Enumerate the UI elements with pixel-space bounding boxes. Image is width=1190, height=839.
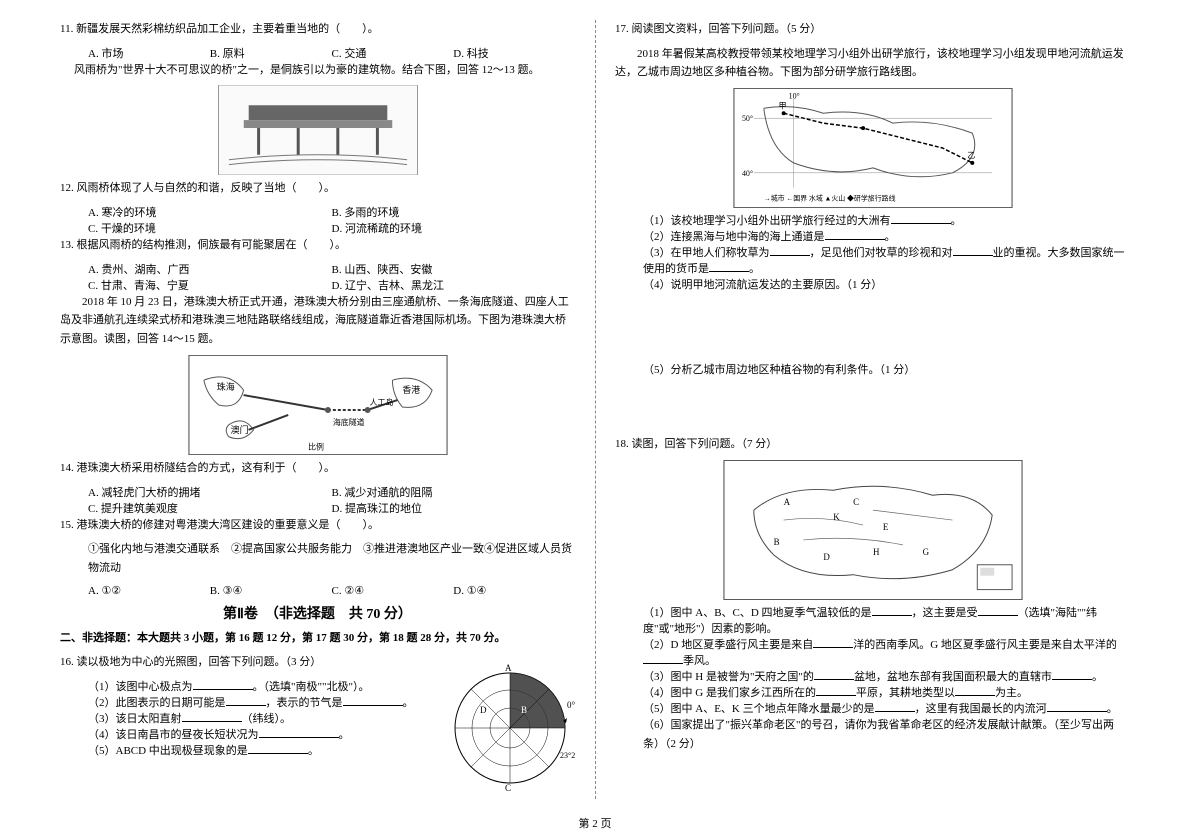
svg-text:海底隧道: 海底隧道 (332, 417, 364, 427)
svg-text:10°: 10° (788, 91, 799, 100)
europe-map: 50° 40° 10° 甲 乙 →城市 ←国界 水域 ▲火山 ◆研学旅行路线 (733, 88, 1013, 208)
q13-options: A. 贵州、湖南、广西 B. 山西、陕西、安徽 C. 甘肃、青海、宁夏 D. 辽… (88, 261, 575, 293)
q17-sub1: （1）该校地理学习小组外出研学旅行经过的大洲有。 (643, 212, 1130, 228)
q15-opt-b: B. ③④ (210, 584, 332, 597)
svg-text:珠海: 珠海 (216, 381, 234, 392)
q14-opt-b: B. 减少对通航的阻隔 (332, 484, 576, 500)
q15-opt-a: A. ①② (88, 584, 210, 597)
svg-text:50°: 50° (741, 114, 752, 123)
svg-text:A: A (505, 663, 512, 673)
q11-opt-b: B. 原料 (210, 45, 332, 61)
q11-opt-d: D. 科技 (453, 45, 575, 61)
q13-opt-c: C. 甘肃、青海、宁夏 (88, 277, 332, 293)
china-map: A B K C D E G H (723, 460, 1023, 600)
svg-text:比例: 比例 (308, 441, 324, 451)
svg-text:G: G (922, 547, 929, 557)
svg-text:甲: 甲 (778, 101, 786, 110)
q15-items: ①强化内地与港澳交通联系 ②提高国家公共服务能力 ③推进港澳地区产业一致④促进区… (88, 540, 575, 577)
column-divider (595, 20, 596, 799)
q14-opt-c: C. 提升建筑美观度 (88, 500, 332, 516)
q17-sub4: （4）说明甲地河流航运发达的主要原因。（1 分） (643, 276, 1130, 295)
q13-opt-a: A. 贵州、湖南、广西 (88, 261, 332, 277)
svg-text:D: D (480, 705, 487, 715)
q17-sub3: （3）在甲地人们称牧草为，足见他们对牧草的珍视和对业的重视。大多数国家统一使用的… (643, 244, 1130, 276)
q14-stem: 14. 港珠澳大桥采用桥隧结合的方式，这有利于（ ）。 (60, 459, 575, 478)
q17-sub5: （5）分析乙城市周边地区种植谷物的有利条件。（1 分） (643, 361, 1130, 380)
q14-options: A. 减轻虎门大桥的拥堵 B. 减少对通航的阻隔 C. 提升建筑美观度 D. 提… (88, 484, 575, 516)
left-column: 11. 新疆发展天然彩棉纺织品加工企业，主要着重当地的（ ）。 A. 市场 B.… (60, 20, 575, 790)
q17-sub2: （2）连接黑海与地中海的海上通道是。 (643, 228, 1130, 244)
svg-text:0°: 0° (567, 700, 575, 710)
svg-text:K: K (833, 512, 840, 522)
svg-text:E: E (882, 522, 887, 532)
q18-sub4: （4）图中 G 是我们家乡江西所在的平原，其耕地类型以为主。 (643, 684, 1130, 700)
svg-text:D: D (823, 552, 830, 562)
svg-text:人工岛: 人工岛 (369, 397, 393, 407)
hzmb-map: 珠海 澳门 香港 人工岛 海底隧道 比例 (188, 355, 448, 455)
q11-options: A. 市场 B. 原料 C. 交通 D. 科技 (88, 45, 575, 61)
part2-intro: 二、非选择题：本大题共 3 小题，第 16 题 12 分，第 17 题 30 分… (60, 629, 575, 648)
q18-sub1: （1）图中 A、B、C、D 四地夏季气温较低的是，这主要是受（选填"海陆""纬度… (643, 604, 1130, 636)
bridge-illustration (218, 85, 418, 175)
svg-text:B: B (773, 537, 779, 547)
q13-opt-b: B. 山西、陕西、安徽 (332, 261, 576, 277)
section-2-title: 第Ⅱ卷 （非选择题 共 70 分） (60, 603, 575, 623)
svg-text:C: C (505, 783, 511, 793)
svg-text:B: B (521, 705, 527, 715)
svg-text:H: H (873, 547, 880, 557)
svg-text:40°: 40° (741, 169, 752, 178)
q15-stem: 15. 港珠澳大桥的修建对粤港澳大湾区建设的重要意义是（ ）。 (60, 516, 575, 535)
q15-opt-c: C. ②④ (332, 584, 454, 597)
q13-stem: 13. 根据风雨桥的结构推测，侗族最有可能聚居在（ ）。 (60, 236, 575, 255)
svg-text:乙: 乙 (967, 151, 975, 160)
svg-text:澳门: 澳门 (230, 424, 248, 435)
q18-sub3: （3）图中 H 是被誉为"天府之国"的盆地，盆地东部有我国面积最大的直辖市。 (643, 668, 1130, 684)
svg-text:A: A (783, 497, 790, 507)
svg-text:23°26′: 23°26′ (560, 751, 575, 760)
q12-opt-d: D. 河流稀疏的环境 (332, 220, 576, 236)
q15-opt-d: D. ①④ (453, 584, 575, 597)
q14-opt-a: A. 减轻虎门大桥的拥堵 (88, 484, 332, 500)
q18-sub6: （6）国家提出了"振兴革命老区"的号召，请你为我省革命老区的经济发展献计献策。（… (643, 716, 1130, 753)
right-column: 17. 阅读图文资料，回答下列问题。（5 分） 2018 年暑假某高校教授带领某… (615, 20, 1130, 790)
q12-options: A. 寒冷的环境 B. 多雨的环境 C. 干燥的环境 D. 河流稀疏的环境 (88, 204, 575, 236)
q12-13-intro: 风雨桥为"世界十大不可思议的桥"之一，是侗族引以为豪的建筑物。结合下图，回答 1… (74, 61, 575, 80)
q14-opt-d: D. 提高珠江的地位 (332, 500, 576, 516)
svg-text:香港: 香港 (402, 384, 420, 395)
page-footer: 第 2 页 (0, 815, 1190, 831)
q12-opt-b: B. 多雨的环境 (332, 204, 576, 220)
svg-text:C: C (853, 497, 859, 507)
q18-sub5: （5）图中 A、E、K 三个地点年降水量最少的是，这里有我国最长的内流河。 (643, 700, 1130, 716)
q12-stem: 12. 风雨桥体现了人与自然的和谐，反映了当地（ ）。 (60, 179, 575, 198)
q15-options: A. ①② B. ③④ C. ②④ D. ①④ (88, 584, 575, 597)
q18-sub2: （2）D 地区夏季盛行风主要是来自洋的西南季风。G 地区夏季盛行风主要是来自太平… (643, 636, 1130, 668)
q17-intro: 2018 年暑假某高校教授带领某校地理学习小组外出研学旅行，该校地理学习小组发现… (615, 45, 1130, 82)
q17-stem: 17. 阅读图文资料，回答下列问题。（5 分） (615, 20, 1130, 39)
q12-opt-a: A. 寒冷的环境 (88, 204, 332, 220)
q11-opt-c: C. 交通 (332, 45, 454, 61)
q13-opt-d: D. 辽宁、吉林、黑龙江 (332, 277, 576, 293)
q11-stem: 11. 新疆发展天然彩棉纺织品加工企业，主要着重当地的（ ）。 (60, 20, 575, 39)
q14-15-intro: 2018 年 10 月 23 日，港珠澳大桥正式开通，港珠澳大桥分别由三座通航桥… (60, 293, 575, 349)
q18-stem: 18. 读图，回答下列问题。（7 分） (615, 435, 1130, 454)
q11-opt-a: A. 市场 (88, 45, 210, 61)
polar-diagram: 0° 23°26′ A B C D (445, 663, 575, 793)
q12-opt-c: C. 干燥的环境 (88, 220, 332, 236)
svg-text:→城市 ←国界 水域 ▲火山 ◆研学旅行路线: →城市 ←国界 水域 ▲火山 ◆研学旅行路线 (763, 194, 895, 203)
